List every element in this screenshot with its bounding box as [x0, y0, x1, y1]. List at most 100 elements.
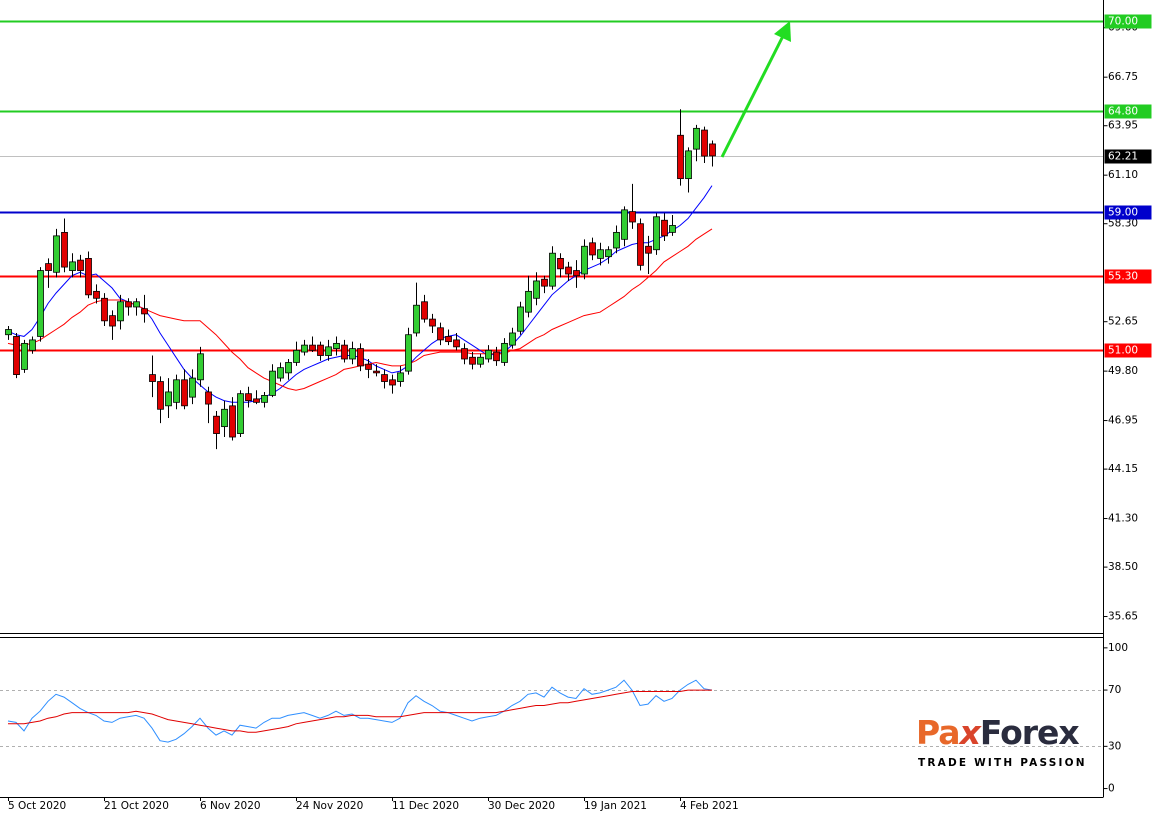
x-tick-label: 24 Nov 2020	[296, 800, 363, 812]
x-tick-label: 19 Jan 2021	[584, 800, 647, 812]
level-label: 70.00	[1108, 16, 1138, 28]
candle-body	[541, 278, 548, 287]
candle-body	[509, 332, 516, 346]
candle-body	[301, 344, 308, 353]
candle-body	[621, 209, 628, 240]
y-tick-label: 61.10	[1108, 169, 1138, 181]
y-tick-label: 66.75	[1108, 71, 1138, 83]
candle-body	[533, 280, 540, 299]
plot-layer	[0, 20, 1104, 747]
candle-body	[85, 258, 92, 296]
x-tick-label: 6 Nov 2020	[200, 800, 261, 812]
candle-body	[597, 249, 604, 259]
candle-body	[213, 415, 220, 434]
candle-body	[453, 339, 460, 348]
y-tick-label: 49.80	[1108, 365, 1138, 377]
level-label-box	[1104, 104, 1152, 119]
y-tick-label: 44.15	[1108, 463, 1138, 475]
candle-body	[549, 252, 556, 287]
candle-body	[21, 342, 28, 370]
y-tick-label: 70	[1108, 684, 1121, 696]
x-tick-label: 4 Feb 2021	[680, 800, 739, 812]
x-tick-label: 21 Oct 2020	[104, 800, 169, 812]
candle-body	[253, 398, 260, 403]
candle-body	[333, 342, 340, 349]
candle-body	[309, 344, 316, 351]
candle-body	[637, 223, 644, 266]
x-tick-label: 30 Dec 2020	[488, 800, 555, 812]
candle-body	[317, 344, 324, 356]
level-label: 64.80	[1108, 106, 1138, 118]
level-label-box	[1104, 269, 1152, 284]
candle-body	[245, 393, 252, 402]
level-label: 59.00	[1108, 207, 1138, 219]
candle-body	[389, 379, 396, 386]
candle-body	[573, 270, 580, 277]
candle-body	[173, 379, 180, 403]
candle-body	[221, 408, 228, 428]
candle-body	[557, 258, 564, 270]
candle-body	[485, 349, 492, 360]
candle-body	[133, 301, 140, 308]
level-label: 55.30	[1108, 271, 1138, 283]
y-tick-label: 30	[1108, 740, 1121, 752]
candle-body	[405, 334, 412, 372]
candle-body	[325, 346, 332, 356]
candle-body	[461, 348, 468, 360]
candle-body	[589, 242, 596, 256]
candle-body	[373, 370, 380, 374]
x-tick-label: 5 Oct 2020	[8, 800, 66, 812]
candle-body	[141, 308, 148, 315]
candle-body	[613, 231, 620, 249]
candle-body	[237, 393, 244, 434]
candle-body	[149, 374, 156, 382]
candle-body	[429, 318, 436, 327]
y-tick-label: 100	[1108, 642, 1128, 654]
candle-body	[669, 225, 676, 233]
candle-body	[61, 231, 68, 268]
logo-tagline: TRADE WITH PASSION	[918, 757, 1087, 769]
logo: PaxForex TRADE WITH PASSION	[916, 713, 1087, 770]
candle-body	[477, 356, 484, 365]
level-label-box	[1104, 205, 1152, 220]
candle-body	[109, 315, 116, 327]
candle-body	[117, 301, 124, 322]
candle-body	[525, 290, 532, 313]
y-tick-label: 52.65	[1108, 316, 1138, 328]
candle-body	[605, 249, 612, 258]
trend-arrow	[720, 21, 791, 158]
candle-body	[501, 342, 508, 363]
candle-body	[189, 377, 196, 398]
y-tick-label: 35.65	[1108, 611, 1138, 623]
logo-part: Forex	[980, 713, 1080, 752]
line-series	[7, 679, 713, 743]
level-label-box	[1104, 343, 1152, 358]
candle-body	[53, 235, 60, 273]
x-tick-label: 11 Dec 2020	[392, 800, 459, 812]
candle-body	[493, 351, 500, 362]
candle-body	[445, 336, 452, 343]
candle-body	[421, 301, 428, 320]
candle-body	[205, 391, 212, 405]
candle-body	[45, 263, 52, 271]
candle-body	[365, 363, 372, 370]
candle-body	[341, 344, 348, 360]
y-tick-label: 41.30	[1108, 513, 1138, 525]
candle-body	[677, 134, 684, 180]
candle-body	[517, 306, 524, 332]
candle-body	[685, 150, 692, 180]
candle-body	[69, 261, 76, 271]
candle-body	[181, 379, 188, 407]
candle-body	[381, 374, 388, 382]
logo-text: PaxForex	[916, 713, 1079, 752]
candle-body	[437, 327, 444, 341]
y-tick-label: 58.30	[1108, 218, 1138, 230]
candle-body	[165, 391, 172, 407]
candle-body	[357, 348, 364, 367]
level-label: 51.00	[1108, 345, 1138, 357]
arrow-shaft	[720, 35, 785, 158]
candle-body	[229, 405, 236, 438]
candle-body	[277, 367, 284, 379]
